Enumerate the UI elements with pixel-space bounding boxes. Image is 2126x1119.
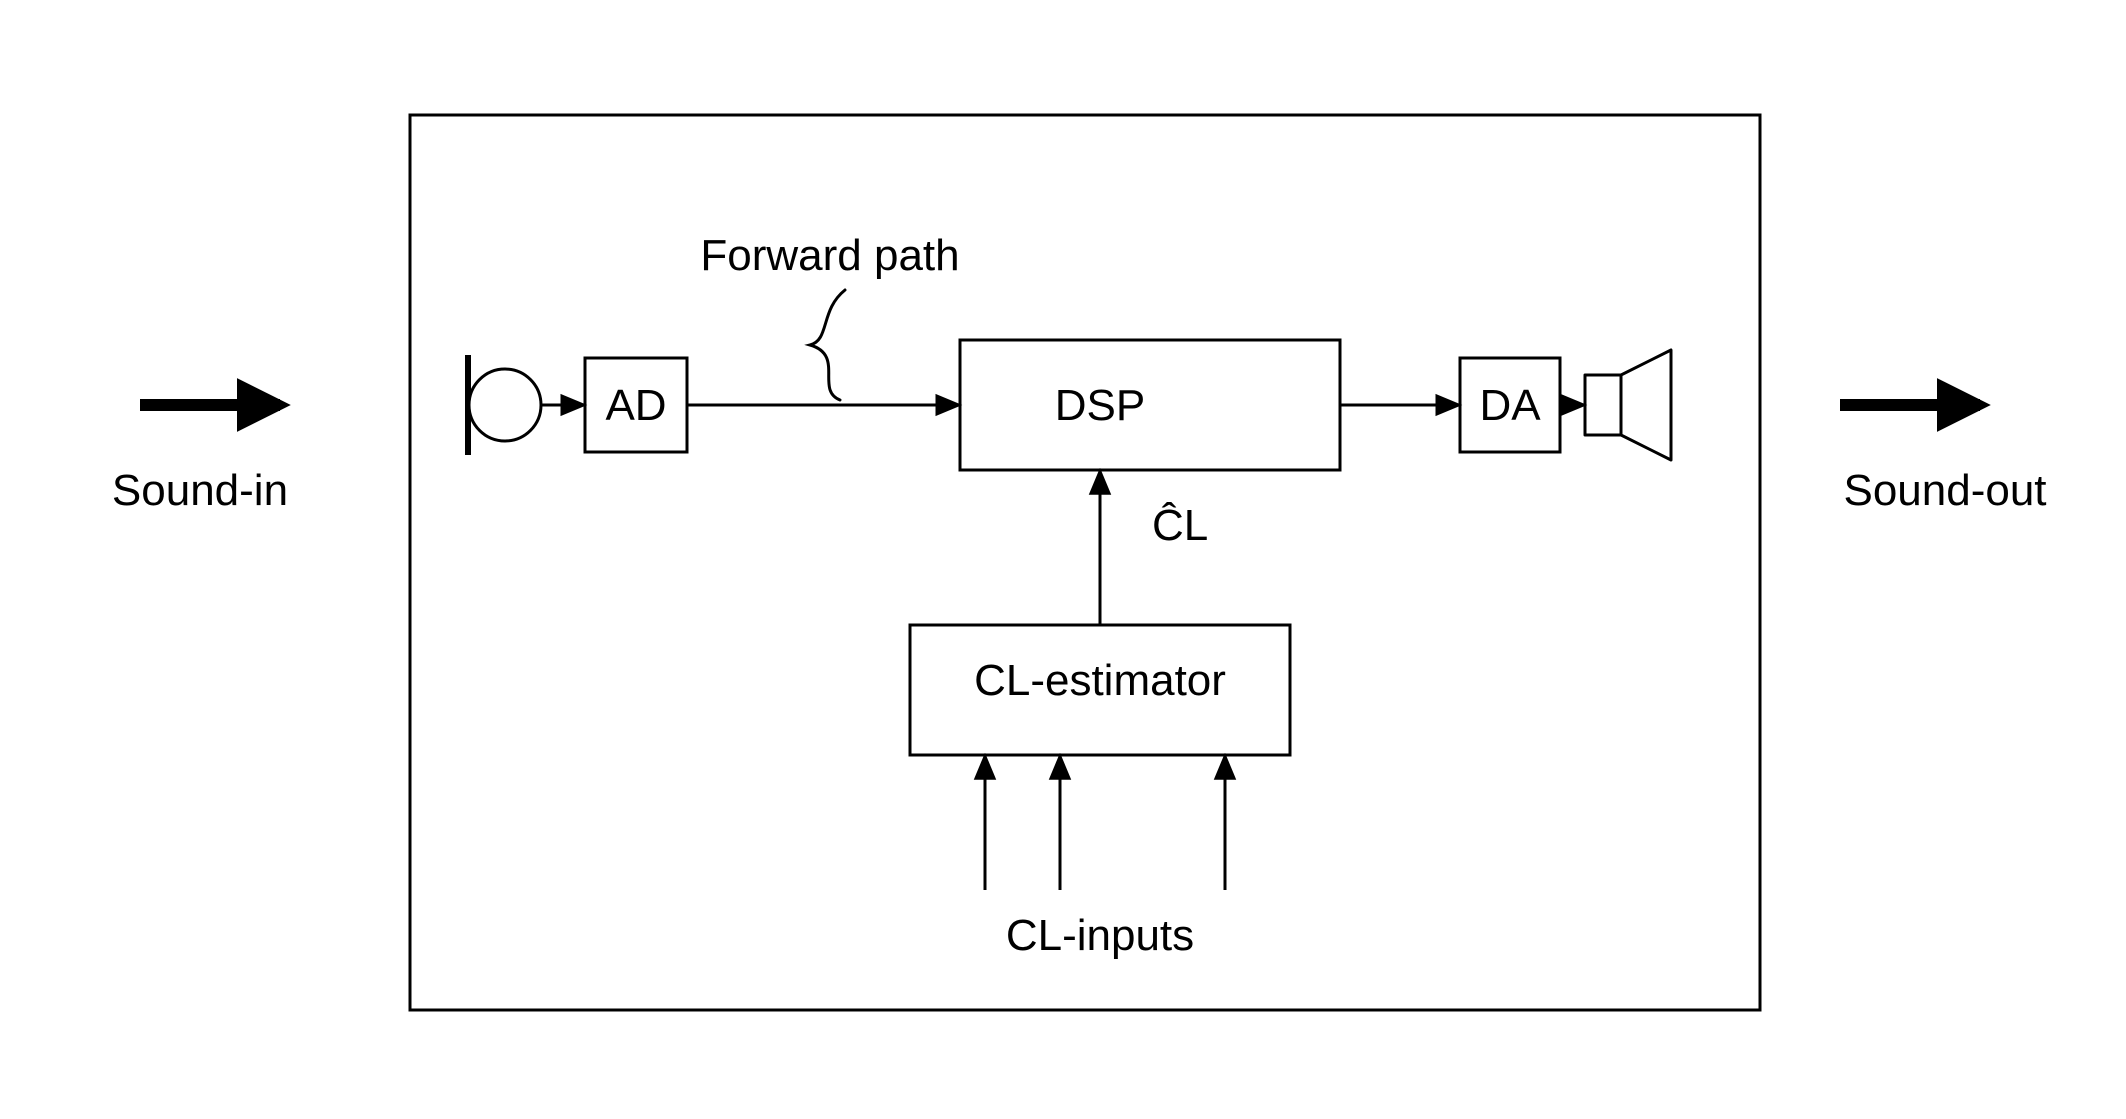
microphone-icon: [469, 369, 541, 441]
dsp-label: DSP: [1055, 381, 1145, 430]
sound-out-label: Sound-out: [1843, 466, 2046, 515]
dsp-block: [960, 340, 1340, 470]
speaker-icon: [1585, 350, 1671, 460]
forward-path-pointer: [810, 290, 845, 400]
forward-path-label: Forward path: [700, 231, 959, 280]
sound-in-label: Sound-in: [112, 466, 288, 515]
cl-inputs-label: CL-inputs: [1006, 911, 1194, 960]
cl-hat-label: ĈL: [1152, 500, 1208, 550]
cl-estimator-label: CL-estimator: [974, 656, 1226, 705]
ad-label: AD: [605, 381, 666, 430]
da-label: DA: [1479, 381, 1541, 430]
system-outer-box: [410, 115, 1760, 1010]
